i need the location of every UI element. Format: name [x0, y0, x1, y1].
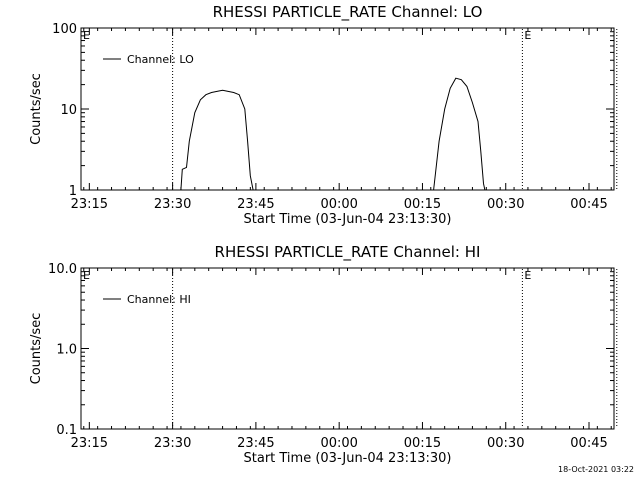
corner-flag: E [83, 29, 90, 42]
x-tick-label: 00:30 [487, 197, 524, 212]
x-tick-label: 23:15 [71, 436, 108, 451]
x-axis-label: Start Time (03-Jun-04 23:13:30) [244, 212, 452, 227]
chart-title: RHESSI PARTICLE_RATE Channel: HI [215, 243, 481, 262]
y-axis-label: Counts/sec [29, 73, 44, 145]
x-axis-label: Start Time (03-Jun-04 23:13:30) [244, 451, 452, 466]
x-tick-label: 00:45 [570, 436, 607, 451]
y-axis-label: Counts/sec [29, 313, 44, 385]
corner-flag: E [83, 269, 90, 282]
timestamp: 18-Oct-2021 03:22 [558, 465, 634, 474]
x-tick-label: 00:15 [404, 197, 441, 212]
y-tick-label: 1.0 [56, 343, 77, 358]
marker-flag: E [524, 269, 531, 282]
x-tick-label: 00:00 [320, 197, 357, 212]
x-tick-label: 23:30 [154, 197, 191, 212]
x-tick-label: 23:45 [237, 197, 274, 212]
y-tick-label: 10 [60, 103, 77, 118]
x-tick-label: 00:30 [487, 436, 524, 451]
chart-title: RHESSI PARTICLE_RATE Channel: LO [213, 3, 483, 22]
y-tick-label: 10.0 [48, 262, 77, 277]
x-tick-label: 23:30 [154, 436, 191, 451]
x-tick-label: 23:15 [71, 197, 108, 212]
series-line [433, 77, 486, 191]
x-tick-label: 00:45 [570, 197, 607, 212]
legend-label: Channel: HI [127, 293, 191, 306]
marker-flag: E [524, 29, 531, 42]
y-tick-label: 100 [52, 22, 77, 37]
x-tick-label: 00:15 [404, 436, 441, 451]
x-tick-label: 23:45 [237, 436, 274, 451]
y-tick-label: 0.1 [56, 423, 77, 438]
legend-label: Channel: LO [127, 53, 194, 66]
x-tick-label: 00:00 [320, 436, 357, 451]
series-line [180, 89, 254, 191]
y-tick-label: 1 [69, 184, 77, 199]
